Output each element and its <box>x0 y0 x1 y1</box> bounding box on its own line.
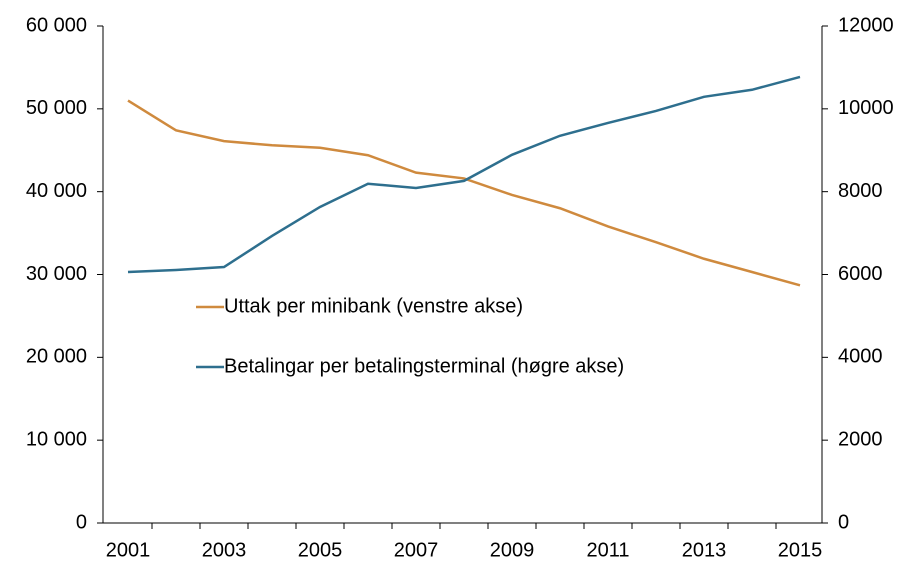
y-tick-label: 20 000 <box>26 346 87 368</box>
legend-label: Betalingar per betalingsterminal (høgre … <box>224 355 624 377</box>
legend-label: Uttak per minibank (venstre akse) <box>224 295 523 317</box>
x-tick-label: 2003 <box>202 539 247 561</box>
x-tick-label: 2009 <box>490 539 535 561</box>
y-tick-label: 30 000 <box>26 263 87 285</box>
y2-tick-label: 6000 <box>838 263 883 285</box>
x-tick-label: 2015 <box>778 539 823 561</box>
y2-tick-label: 12000 <box>838 14 894 36</box>
y2-tick-label: 4000 <box>838 346 883 368</box>
x-tick-label: 2013 <box>682 539 727 561</box>
x-tick-label: 2007 <box>394 539 439 561</box>
y2-tick-label: 8000 <box>838 180 883 202</box>
y-tick-label: 40 000 <box>26 180 87 202</box>
y-tick-label: 10 000 <box>26 428 87 450</box>
x-tick-label: 2001 <box>106 539 151 561</box>
x-tick-label: 2005 <box>298 539 343 561</box>
y-tick-label: 50 000 <box>26 97 87 119</box>
y-tick-label: 0 <box>76 511 87 533</box>
y2-tick-label: 10000 <box>838 97 894 119</box>
line-series <box>127 99 801 287</box>
x-tick-label: 2011 <box>586 539 629 561</box>
line-series <box>127 75 801 274</box>
y2-tick-label: 2000 <box>838 428 883 450</box>
y-tick-label: 60 000 <box>26 14 87 36</box>
y2-tick-label: 0 <box>838 511 849 533</box>
